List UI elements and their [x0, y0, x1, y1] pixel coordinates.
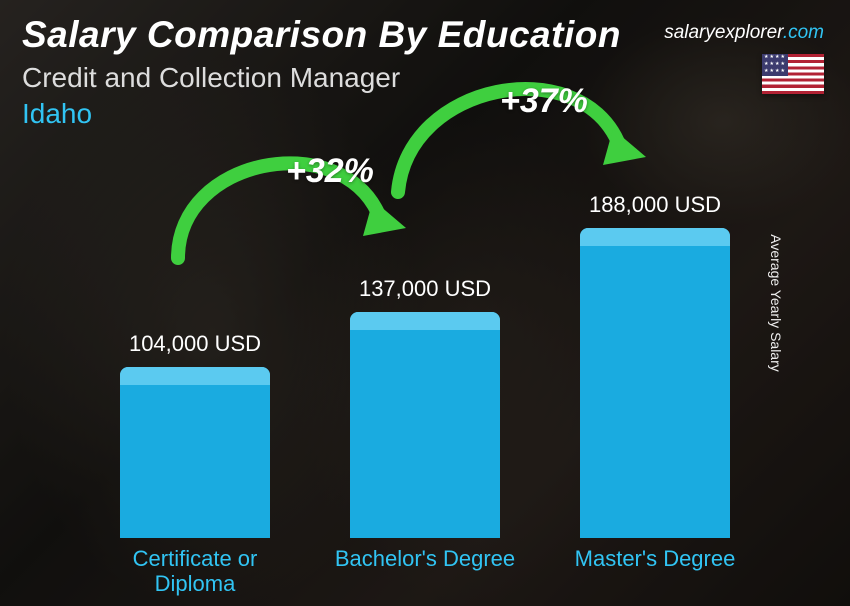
bar-group: 188,000 USDMaster's Degree: [580, 228, 730, 538]
bar-label: Certificate or Diploma: [95, 546, 295, 597]
chart-subtitle: Credit and Collection Manager: [22, 62, 400, 94]
content: Salary Comparison By Education Credit an…: [0, 0, 850, 606]
bar-group: 104,000 USDCertificate or Diploma: [120, 367, 270, 538]
increase-percent: +32%: [286, 152, 374, 191]
brand-suffix: .com: [783, 22, 824, 43]
bar-value: 104,000 USD: [95, 331, 295, 357]
brand-watermark: salaryexplorer.com: [664, 22, 824, 44]
bar-label: Bachelor's Degree: [325, 546, 525, 571]
bar: [120, 367, 270, 538]
bar-label: Master's Degree: [555, 546, 755, 571]
bar: [350, 312, 500, 538]
usa-flag-icon: [762, 54, 824, 94]
bar-group: 137,000 USDBachelor's Degree: [350, 312, 500, 538]
bar: [580, 228, 730, 538]
increase-percent: +37%: [500, 82, 588, 121]
increase-arc: [368, 42, 668, 242]
brand-prefix: salaryexplorer: [664, 22, 783, 43]
chart-location: Idaho: [22, 98, 92, 130]
